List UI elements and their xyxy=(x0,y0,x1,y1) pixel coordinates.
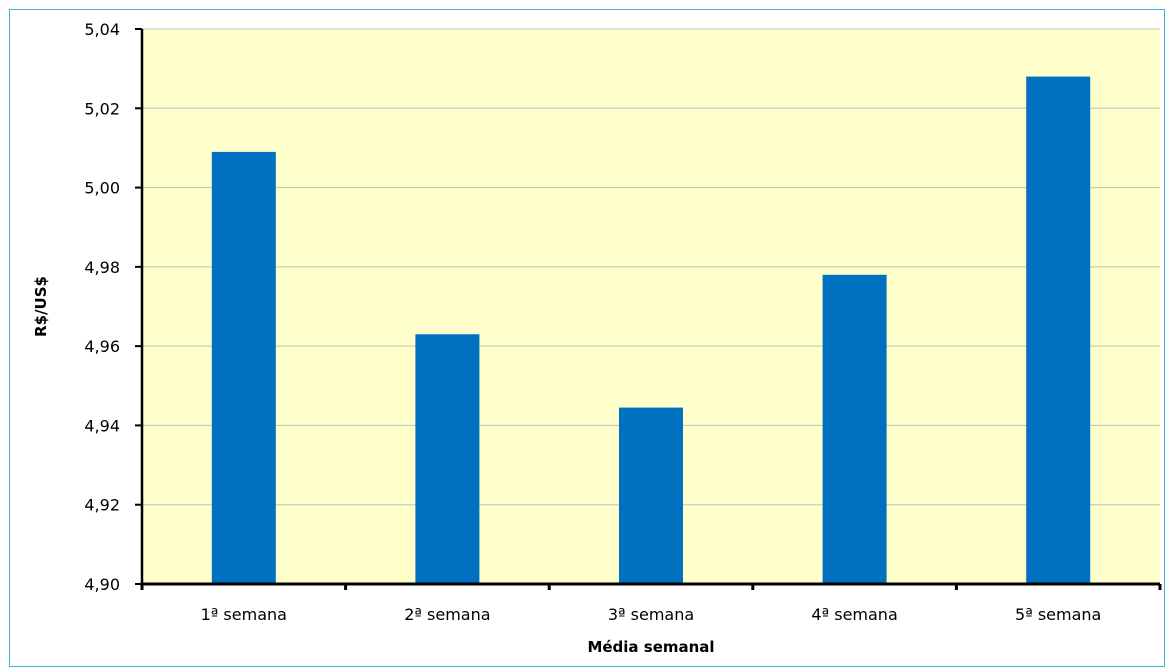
x-tick-label: 1ª semana xyxy=(201,605,287,624)
y-tick-label: 5,00 xyxy=(84,179,120,198)
bar xyxy=(1026,76,1091,585)
y-tick-label: 4,96 xyxy=(84,337,120,356)
x-tick-label: 5ª semana xyxy=(1015,605,1101,624)
y-tick-label: 5,04 xyxy=(84,20,120,39)
axes xyxy=(135,28,1162,590)
y-tick-label: 4,94 xyxy=(84,416,120,435)
bars xyxy=(211,76,1091,585)
x-tick-labels: 1ª semana 2ª semana 3ª semana 4ª semana 5ª s… xyxy=(201,605,1102,624)
bar xyxy=(822,274,887,584)
bar xyxy=(619,407,683,584)
x-axis-title: Média semanal xyxy=(587,638,714,656)
y-axis-title: R$/US$ xyxy=(32,276,50,337)
x-tick-label: 3ª semana xyxy=(608,605,694,624)
y-tick-label: 4,98 xyxy=(84,258,120,277)
y-tick-labels: 4,90 4,92 4,94 4,96 4,98 5,00 5,02 5,04 xyxy=(84,20,120,594)
y-tick-label: 5,02 xyxy=(84,99,120,118)
bar xyxy=(211,151,276,584)
gridlines xyxy=(142,28,1160,506)
x-tick-label: 2ª semana xyxy=(404,605,490,624)
y-tick-label: 4,90 xyxy=(84,575,120,594)
x-tick-label: 4ª semana xyxy=(811,605,897,624)
bar xyxy=(415,334,480,584)
y-tick-label: 4,92 xyxy=(84,496,120,515)
